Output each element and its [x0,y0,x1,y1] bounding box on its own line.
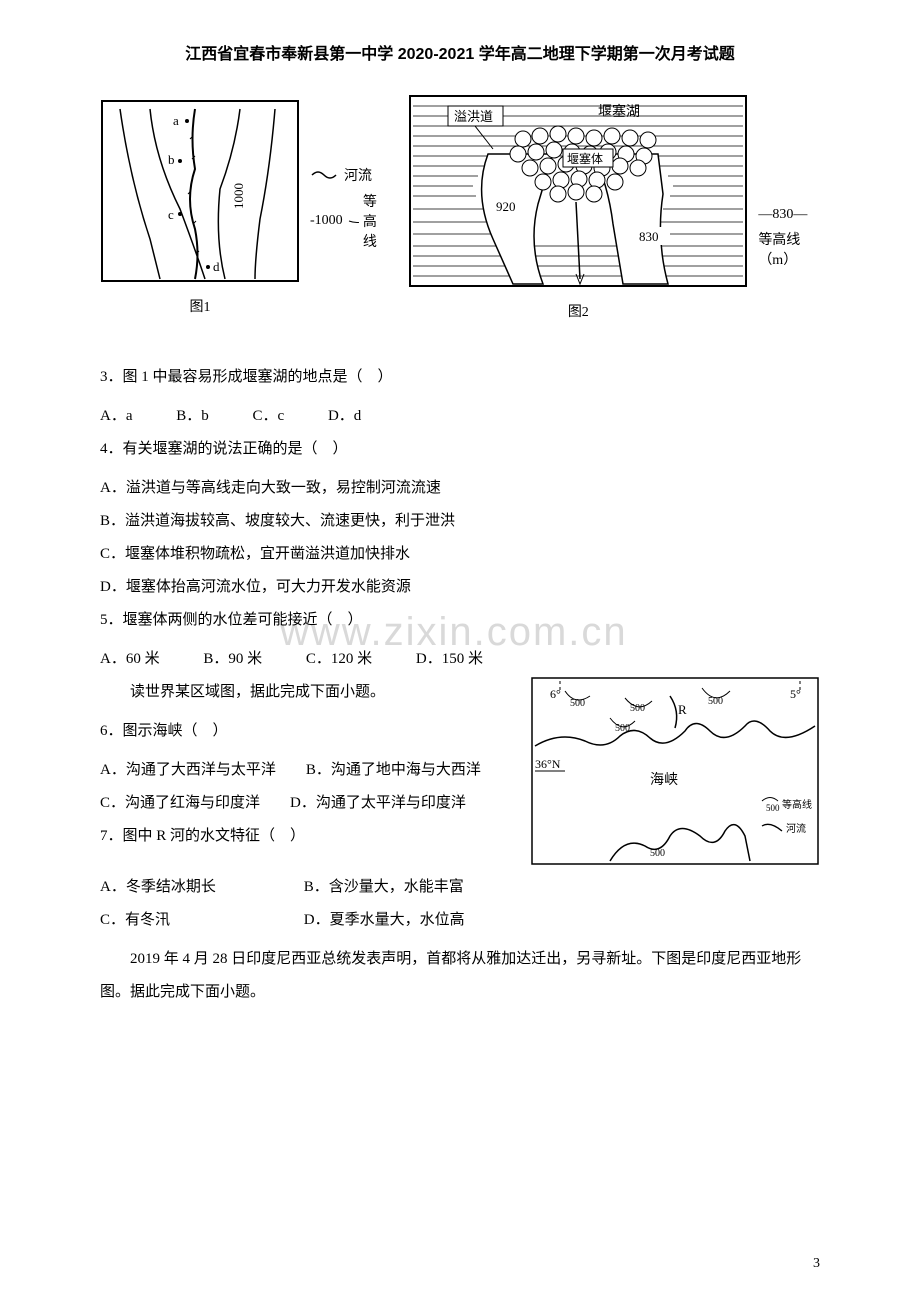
intro-2: 读世界某区域图，据此完成下面小题。 [100,676,520,709]
svg-text:a: a [173,113,179,128]
q5-options: A．60 米 B．90 米 C．120 米 D．150 米 [100,643,820,676]
svg-text:1000: 1000 [231,183,246,209]
q7-options: A．冬季结冰期长 B．含沙量大，水能丰富 [100,871,820,904]
legend-contour-sample: -1000 [310,213,343,229]
svg-text:R: R [678,702,687,717]
q6-options: A．沟通了大西洋与太平洋 B．沟通了地中海与大西洋 [100,754,520,787]
legend-contour: 等高线 [363,191,389,251]
svg-text:溢洪道: 溢洪道 [454,109,493,124]
svg-text:等高线: 等高线 [782,798,812,811]
svg-text:堰塞体: 堰塞体 [567,151,603,166]
figure-3: 6° 5° 36°N 500 500 500 500 R [530,676,820,871]
intro-3: 2019 年 4 月 28 日印度尼西亚总统发表声明，首都将从雅加达迁出，另寻新… [100,943,820,1009]
figure-2-label: 图2 [568,301,589,321]
q6-options-2: C．沟通了红海与印度洋 D．沟通了太平洋与印度洋 [100,787,520,820]
q4-options: A．溢洪道与等高线走向大致一致，易控制河流流速 B．溢洪道海拔较高、坡度较大、流… [100,472,820,604]
svg-text:920: 920 [496,199,516,214]
svg-text:b: b [168,152,175,167]
q3-options: A．a B．b C．c D．d [100,400,820,433]
legend-river: 河流 [344,165,372,185]
q4-stem: 4．有关堰塞湖的说法正确的是（ ） [100,433,820,466]
q5-stem: 5．堰塞体两侧的水位差可能接近（ ） [100,604,820,637]
figures-row: a b c d 1000 图1 河流 -1000 等高线 [100,94,820,321]
svg-text:河流: 河流 [786,822,806,835]
q3-stem: 3．图 1 中最容易形成堰塞湖的地点是（ ） [100,361,820,394]
svg-text:500: 500 [650,848,665,859]
figure-1-legend: 河流 -1000 等高线 [310,165,388,251]
figure-1-label: 图1 [190,296,211,316]
svg-text:36°N: 36°N [535,757,561,771]
svg-text:海峡: 海峡 [650,772,678,788]
legend-contour-line: —830— [758,207,820,223]
svg-text:5°: 5° [790,687,801,701]
svg-text:d: d [213,259,220,274]
figure-3-svg: 6° 5° 36°N 500 500 500 500 R [530,676,820,866]
figure-1-svg: a b c d 1000 [100,99,300,294]
page-header: 江西省宜春市奉新县第一中学 2020-2021 学年高二地理下学期第一次月考试题 [100,40,820,64]
svg-text:c: c [168,207,174,222]
q7-options-2: C．有冬汛 D．夏季水量大，水位高 [100,904,820,937]
figure-2-svg: 溢洪道 堰塞湖 堰塞体 920 830 [408,94,748,299]
page-number: 3 [813,1256,820,1272]
figure-2-legend: —830— 等高线（m） [758,207,820,269]
svg-text:6°: 6° [550,687,561,701]
q7-stem: 7．图中 R 河的水文特征（ ） [100,820,520,853]
svg-text:830: 830 [639,229,659,244]
legend-contour-text: 等高线（m） [758,229,820,269]
figure-1: a b c d 1000 图1 [100,99,300,316]
q6-stem: 6．图示海峡（ ） [100,715,520,748]
svg-text:堰塞湖: 堰塞湖 [598,103,640,120]
svg-text:500: 500 [766,803,780,813]
figure-2: 溢洪道 堰塞湖 堰塞体 920 830 图2 [408,94,748,321]
